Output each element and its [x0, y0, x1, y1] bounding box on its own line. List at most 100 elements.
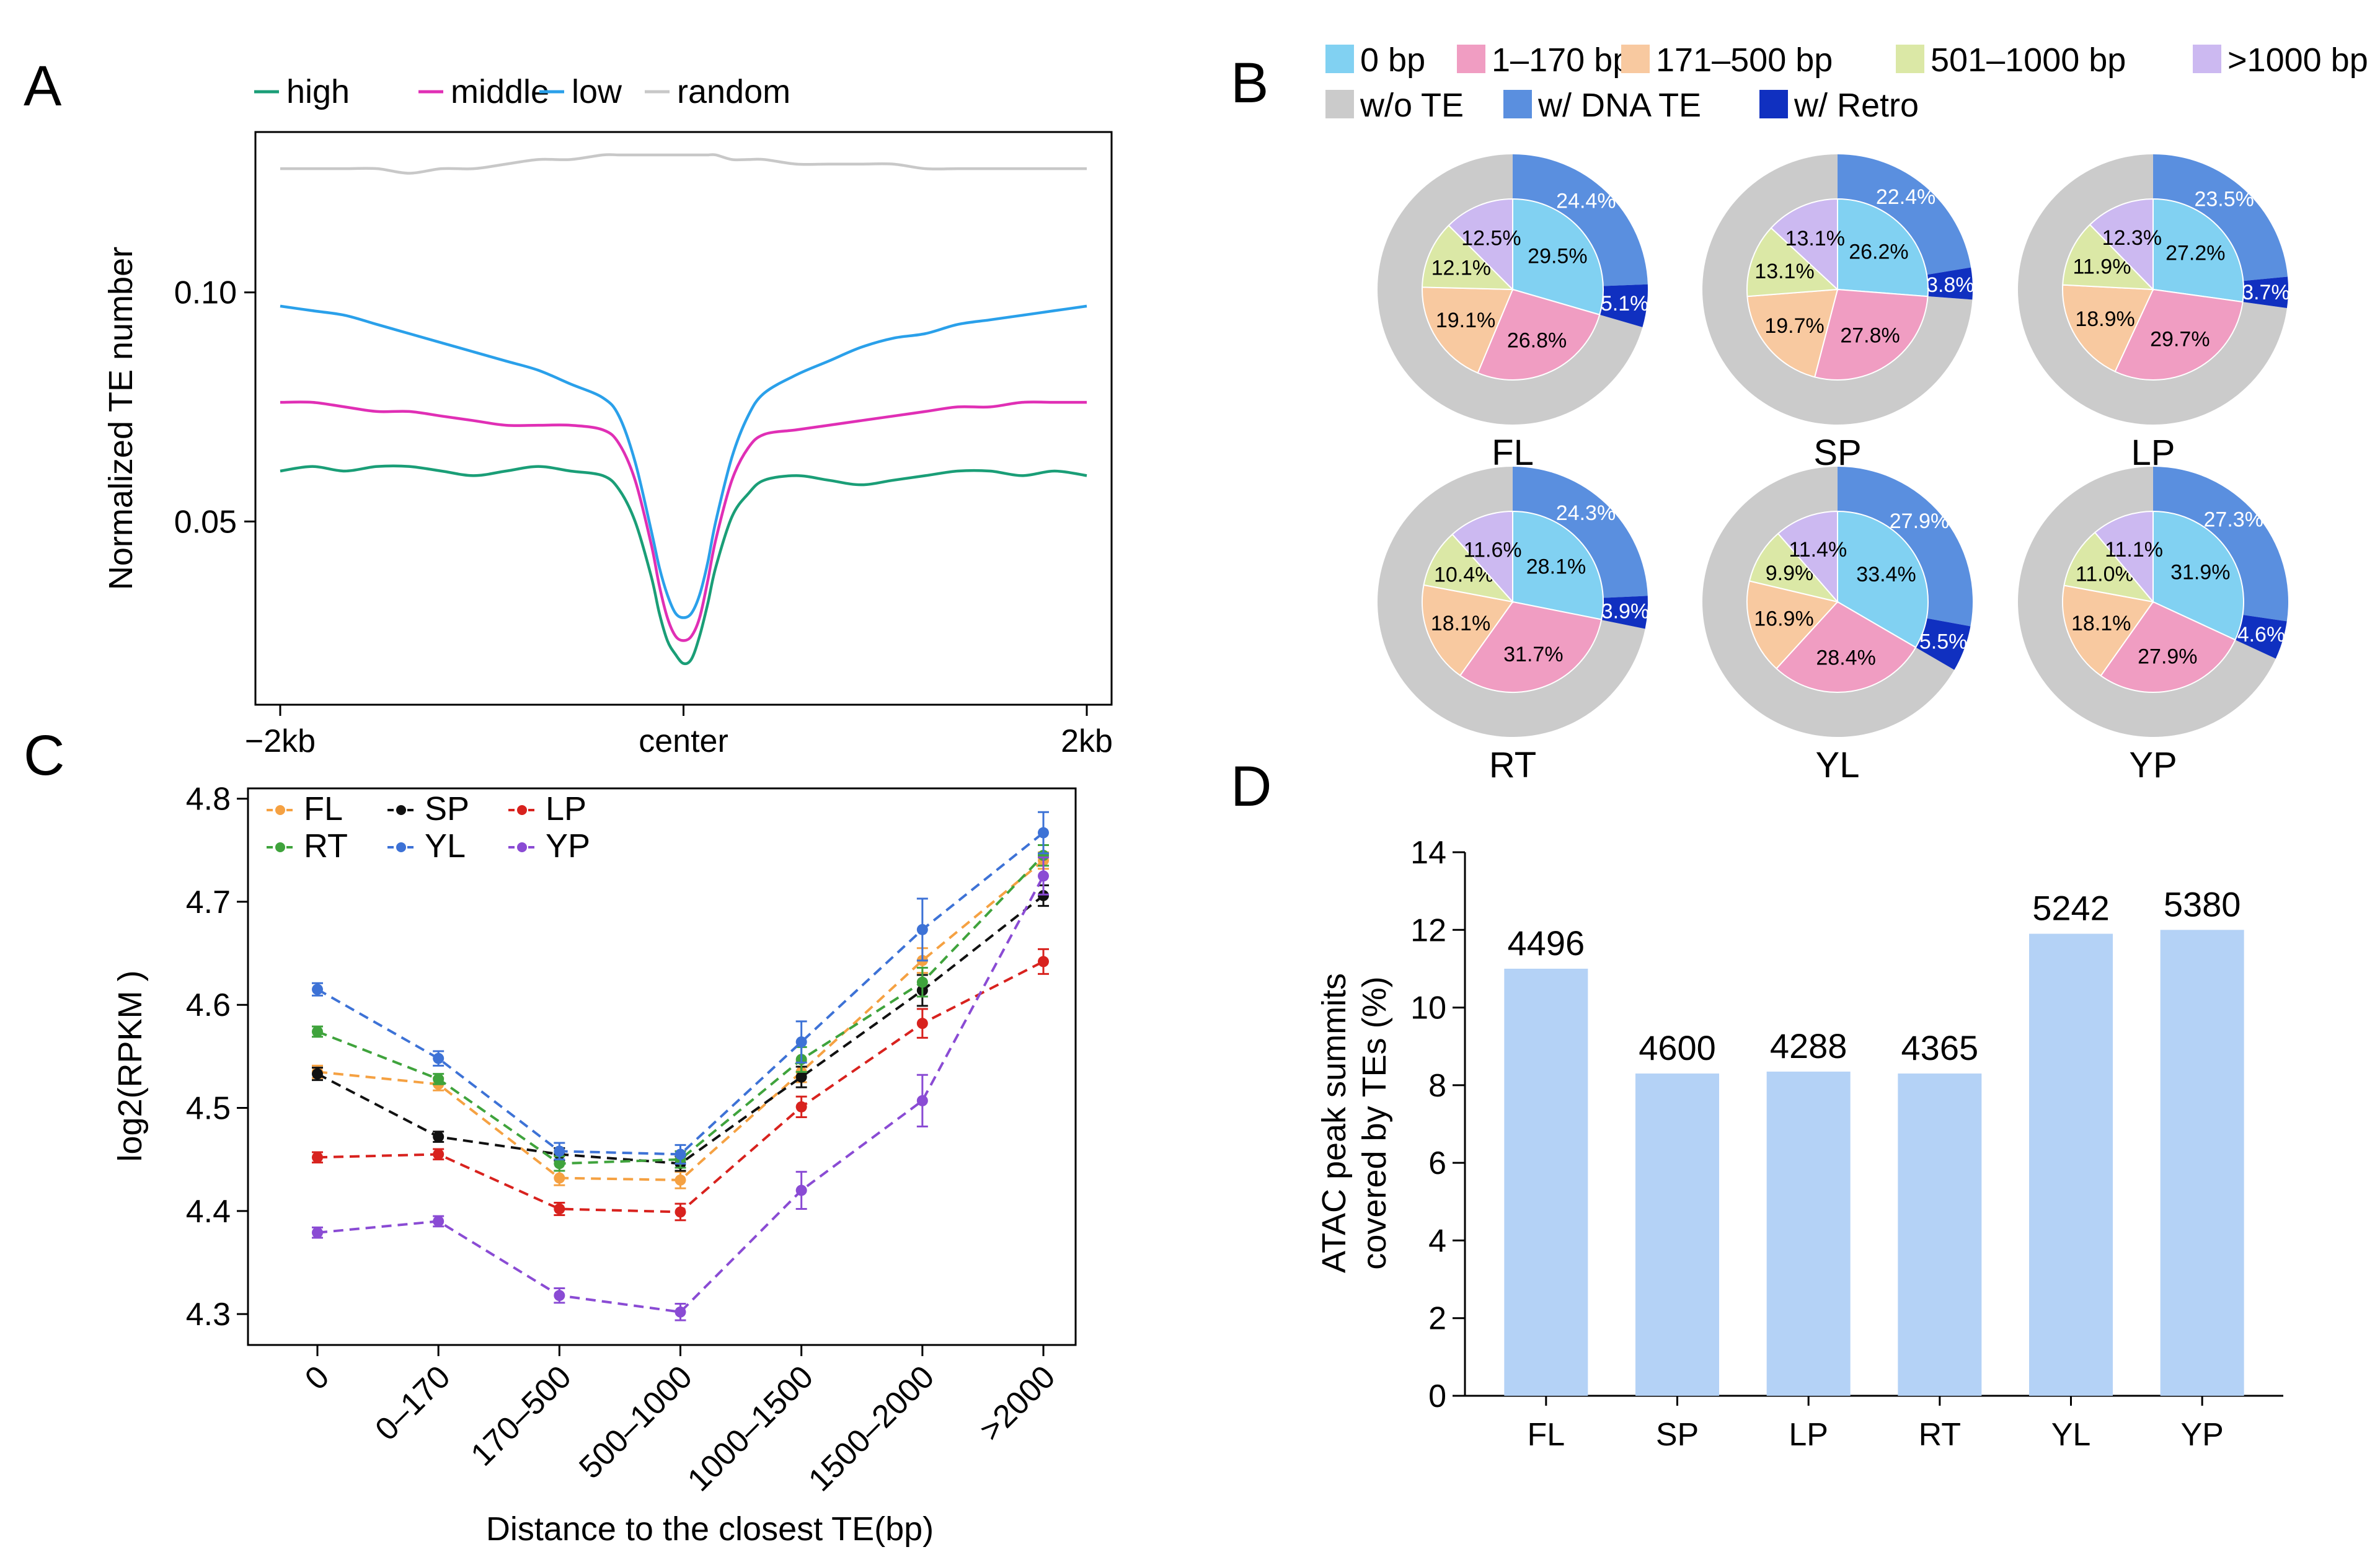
- ring-retro-label: 3.9%: [1601, 599, 1650, 623]
- data-point: [433, 1073, 445, 1085]
- inner-slice: [2089, 198, 2154, 291]
- inner-slice: [1422, 286, 1514, 374]
- pie-FL: 29.5% 26.8% 19.1% 12.1% 12.5% 24.4% 5.1% FL: [1377, 154, 1649, 473]
- ring-retro: [2235, 615, 2287, 659]
- data-point: [554, 1290, 565, 1302]
- data-point: [795, 1036, 807, 1048]
- inner-slice: [1813, 288, 1929, 381]
- legend-label-b: 171–500 bp: [1656, 42, 1833, 79]
- legend-swatch-b: [1503, 90, 1532, 118]
- panel-d-bar-chart: 0 2 4 6 8 10 12 14 ATAC peak summits covered by T…: [1316, 835, 2283, 1453]
- series-line-RT: [317, 854, 1045, 1165]
- x-tick-label-c: 1000–1500: [681, 1359, 820, 1498]
- inner-slice-label: 28.4%: [1816, 646, 1875, 669]
- panel-letter-c: C: [24, 724, 64, 787]
- legend-label-b: 1–170 bp: [1492, 42, 1631, 79]
- ring-dna-te: [2153, 154, 2288, 281]
- series-line-middle: [280, 400, 1087, 642]
- ring-retro: [1599, 284, 1648, 327]
- legend-label-c: RT: [304, 827, 348, 865]
- data-point: [916, 976, 928, 988]
- series-RT: [312, 844, 1049, 1172]
- y-tick-label-d: 6: [1428, 1145, 1446, 1181]
- y-tick-label-d: 8: [1428, 1068, 1446, 1104]
- inner-slice-label: 31.9%: [2170, 560, 2230, 584]
- panel-a-line-chart: 0.05 0.10 −2kb center 2kb Normalized TE numbe…: [102, 73, 1113, 759]
- series-line-YL: [317, 831, 1045, 1156]
- series-line-SP: [317, 894, 1045, 1165]
- x-tick-label-d: YP: [2180, 1417, 2223, 1453]
- inner-slice-label: 13.1%: [1754, 260, 1814, 283]
- data-point: [795, 1101, 807, 1113]
- data-point: [1038, 827, 1049, 839]
- bar-value-label: 5380: [2164, 884, 2241, 924]
- data-point: [795, 1184, 807, 1196]
- data-point: [312, 1152, 323, 1163]
- legend-label-b: 501–1000 bp: [1931, 42, 2126, 79]
- y-axis-label-a: Normalized TE number: [102, 247, 139, 590]
- y-tick-label-d: 2: [1428, 1301, 1446, 1337]
- bar-value-label: 5242: [2032, 889, 2110, 928]
- series-line-FL: [317, 859, 1045, 1181]
- x-tick-label-d: SP: [1656, 1417, 1699, 1453]
- legend-marker-c: [275, 842, 285, 852]
- panel-letter-a: A: [24, 55, 62, 118]
- x-tick-label-c: 170–500: [464, 1359, 578, 1473]
- ring-dna-label: 27.9%: [1890, 509, 1949, 533]
- pie-tissue-label: SP: [1813, 433, 1861, 473]
- ring-retro-label: 4.6%: [2237, 623, 2286, 646]
- inner-slice-label: 11.4%: [1789, 538, 1847, 562]
- inner-slice-label: 28.1%: [1526, 555, 1586, 579]
- y-tick-label-c: 4.7: [186, 884, 231, 920]
- legend-marker-c: [275, 805, 285, 815]
- inner-slice: [2094, 510, 2154, 604]
- data-point: [554, 1172, 565, 1184]
- legend-label-c: FL: [304, 790, 343, 827]
- legend-swatch-b: [1325, 45, 1354, 73]
- ring-dna-te: [2153, 467, 2288, 622]
- bar-value-label: 4365: [1901, 1028, 1979, 1067]
- series-line-YP: [317, 875, 1045, 1313]
- inner-slice-label: 27.8%: [1840, 324, 1900, 348]
- ring-dna-te: [1838, 467, 1973, 627]
- x-tick-label-d: FL: [1527, 1417, 1565, 1453]
- data-point: [433, 1148, 445, 1160]
- bar-value-label: 4600: [1639, 1028, 1716, 1067]
- legend-marker-c: [396, 805, 406, 815]
- ring-retro-label: 5.1%: [1601, 292, 1649, 315]
- plot-frame-c: [247, 787, 1077, 1346]
- data-point: [1038, 870, 1049, 882]
- x-tick-label-a: −2kb: [245, 723, 316, 759]
- legend-label-c: YP: [546, 827, 590, 865]
- inner-slice-label: 26.2%: [1849, 240, 1908, 264]
- inner-slice: [2062, 584, 2154, 677]
- x-tick-label-d: YL: [2051, 1417, 2091, 1453]
- legend-label-b: 0 bp: [1360, 42, 1425, 79]
- legend-label-c: LP: [546, 790, 586, 827]
- data-point: [312, 1227, 323, 1238]
- inner-slice-label: 11.6%: [1464, 538, 1522, 562]
- inner-slice-label: 26.8%: [1507, 329, 1567, 353]
- x-tick-label-d: LP: [1789, 1417, 1828, 1453]
- y-tick-label-c: 4.3: [186, 1297, 231, 1333]
- legend-label-low: low: [572, 73, 622, 110]
- legend-marker-c: [396, 842, 406, 852]
- inner-slice-label: 12.1%: [1431, 256, 1491, 280]
- ring-no-te: [2017, 154, 2287, 425]
- panel-letter-b: B: [1231, 51, 1268, 115]
- x-tick-label-d: RT: [1919, 1417, 1961, 1453]
- panel-b-pie-charts: 0 bp 1–170 bp 171–500 bp 501–1000 bp >1000 b…: [1325, 42, 2368, 785]
- inner-slice: [1512, 198, 1604, 315]
- legend-label-c: SP: [425, 790, 469, 827]
- inner-slice: [1451, 510, 1513, 604]
- bar-LP: [1766, 1071, 1851, 1396]
- data-point: [312, 1026, 323, 1038]
- y-tick-label-c: 4.5: [186, 1091, 231, 1127]
- ring-dna-label: 24.3%: [1556, 501, 1616, 525]
- bar-SP: [1635, 1073, 1719, 1396]
- data-point: [916, 924, 928, 935]
- series-YP: [312, 856, 1049, 1321]
- ring-dna-label: 27.3%: [2204, 508, 2263, 532]
- ring-retro: [2242, 276, 2288, 309]
- series-line-random: [280, 153, 1087, 175]
